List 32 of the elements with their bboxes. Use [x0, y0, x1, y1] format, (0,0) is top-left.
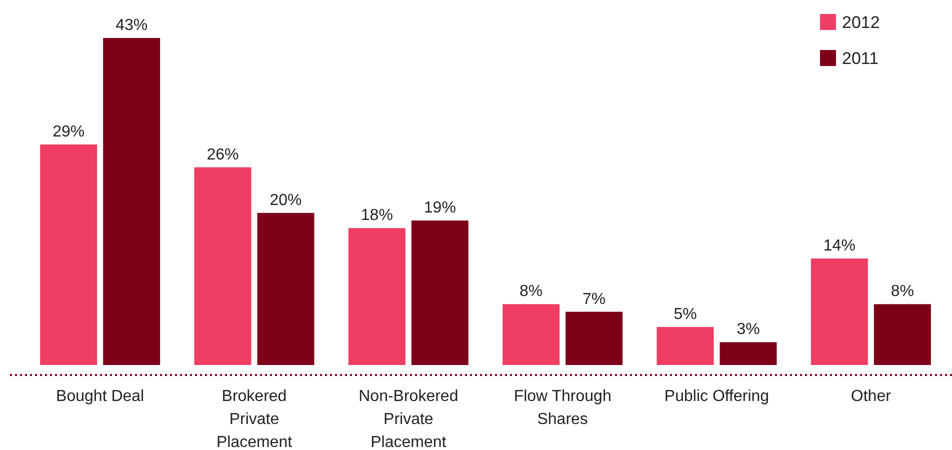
- data-label: 20%: [270, 192, 302, 209]
- data-label: 7%: [582, 290, 606, 308]
- x-tick-label: Brokered Private Placement: [216, 388, 293, 450]
- data-label: 3%: [736, 321, 760, 338]
- bar: [566, 312, 623, 365]
- bar: [502, 304, 560, 365]
- x-tick-label: Public Offering: [664, 388, 770, 405]
- bar: [874, 304, 931, 365]
- bar: [194, 167, 252, 365]
- data-label: 18%: [360, 207, 393, 224]
- bar: [720, 342, 777, 365]
- data-label: 8%: [520, 283, 543, 300]
- data-label: 19%: [424, 200, 456, 217]
- bar: [411, 220, 468, 365]
- data-label: 5%: [674, 306, 697, 323]
- bar: [103, 38, 160, 365]
- bar: [40, 144, 98, 365]
- data-label: 8%: [890, 283, 914, 300]
- data-label: 14%: [823, 238, 856, 255]
- bar: [810, 258, 868, 365]
- data-label: 29%: [52, 123, 85, 140]
- x-tick-label: Bought Deal: [56, 388, 144, 405]
- data-label: 43%: [116, 17, 148, 34]
- x-tick-label: Flow Through Shares: [514, 388, 612, 428]
- data-label: 26%: [206, 146, 239, 164]
- x-tick-label: Non-Brokered Private Placement: [358, 388, 458, 450]
- x-tick-label: Other: [850, 388, 892, 405]
- bar: [257, 212, 314, 365]
- legend-label: 2012: [842, 13, 880, 32]
- bar: [348, 228, 406, 365]
- legend-label: 2011: [842, 49, 879, 68]
- bar: [656, 326, 714, 365]
